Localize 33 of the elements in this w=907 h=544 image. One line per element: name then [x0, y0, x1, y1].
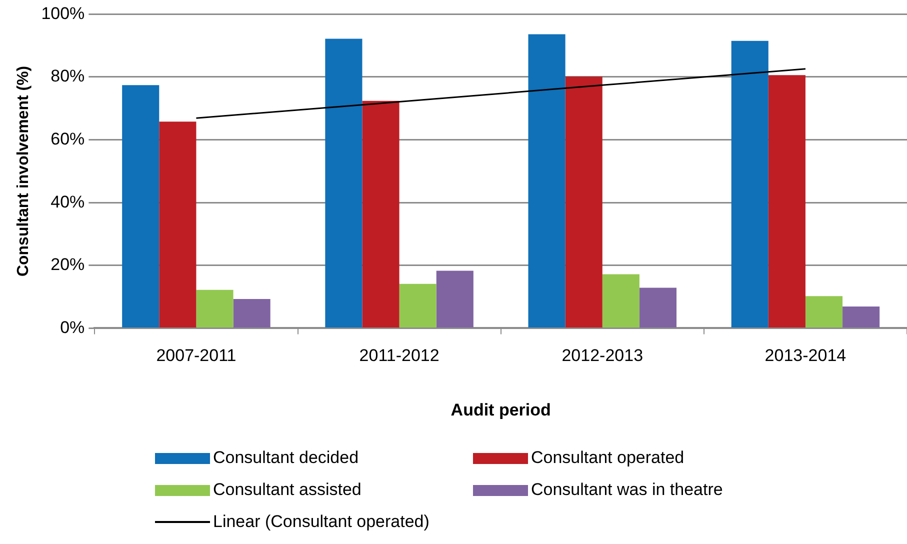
legend-label: Consultant operated	[531, 448, 684, 468]
bar	[122, 85, 160, 328]
y-tick-label: 20%	[50, 255, 85, 274]
bar	[528, 34, 566, 328]
legend-label: Consultant decided	[213, 448, 359, 468]
y-tick-label: 60%	[50, 129, 85, 148]
x-tick-label: 2011-2012	[359, 346, 440, 366]
bar	[602, 274, 640, 328]
bar	[399, 284, 436, 328]
y-tick-label: 80%	[50, 66, 85, 86]
y-tick-label: 40%	[50, 192, 85, 212]
bar	[565, 76, 602, 328]
bar	[233, 299, 270, 328]
bar	[196, 290, 234, 328]
legend-label: Consultant assisted	[213, 480, 362, 500]
bar	[842, 306, 880, 328]
y-tick-label: 100%	[41, 4, 85, 23]
bar	[325, 38, 362, 328]
y-axis-title: Consultant involvement (%)	[15, 66, 32, 277]
bar	[362, 100, 400, 328]
legend-label: Linear (Consultant operated)	[213, 512, 430, 532]
bar	[159, 122, 196, 328]
bar	[731, 40, 768, 328]
bar	[436, 270, 474, 328]
x-tick-label: 2007-2011	[156, 346, 236, 366]
bar	[805, 296, 843, 328]
x-tick-label: 2013-2014	[764, 346, 846, 366]
legend-label: Consultant was in theatre	[531, 480, 723, 500]
x-axis-title: Audit period	[450, 400, 551, 420]
bar	[768, 75, 806, 328]
x-tick-label: 2012-2013	[562, 346, 644, 366]
y-tick-label: 0%	[60, 318, 85, 337]
bar	[639, 288, 677, 328]
